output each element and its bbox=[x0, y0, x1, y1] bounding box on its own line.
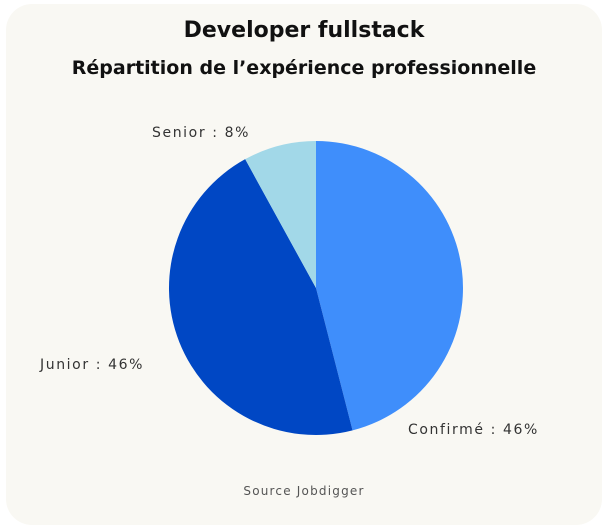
slice-label-junior: Junior : 46% bbox=[39, 357, 144, 373]
slice-label-confirmé: Confirmé : 46% bbox=[408, 422, 539, 438]
chart-title: Developer fullstack bbox=[183, 18, 425, 43]
source-note: Source Jobdigger bbox=[243, 484, 365, 498]
pie-labels: Confirmé : 46% Junior : 46% Senior : 8% bbox=[39, 125, 539, 438]
pie-slice-junior bbox=[168, 159, 353, 436]
pie-slice-senior bbox=[245, 141, 316, 288]
chart-subtitle: Répartition de l’expérience professionne… bbox=[71, 57, 537, 79]
slice-label-senior: Senior : 8% bbox=[152, 125, 250, 141]
pie-slices bbox=[168, 141, 463, 436]
pie-slice-confirmé bbox=[316, 141, 463, 431]
